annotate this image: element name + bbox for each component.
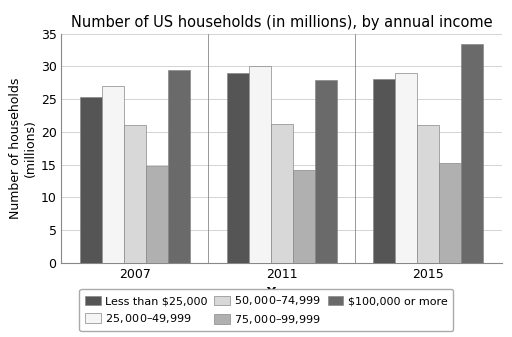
Bar [292, 170, 314, 263]
Bar [461, 43, 483, 263]
Title: Number of US households (in millions), by annual income: Number of US households (in millions), b… [71, 15, 493, 30]
Bar [439, 163, 461, 263]
Bar [270, 124, 292, 263]
Bar [124, 125, 146, 263]
Bar [248, 66, 270, 263]
Bar [395, 73, 417, 263]
Bar [102, 86, 124, 263]
X-axis label: Year: Year [266, 286, 297, 299]
Bar [417, 125, 439, 263]
Legend: Less than $25,000, $25,000–$49,999, $50,000–$74,999, $75,000–$99,999, $100,000 o: Less than $25,000, $25,000–$49,999, $50,… [79, 289, 453, 332]
Y-axis label: Number of households
(millions): Number of households (millions) [9, 78, 36, 219]
Bar [146, 166, 168, 263]
Bar [373, 79, 395, 263]
Bar [80, 97, 102, 263]
Bar [314, 80, 336, 263]
Bar [226, 73, 248, 263]
Bar [168, 70, 190, 263]
